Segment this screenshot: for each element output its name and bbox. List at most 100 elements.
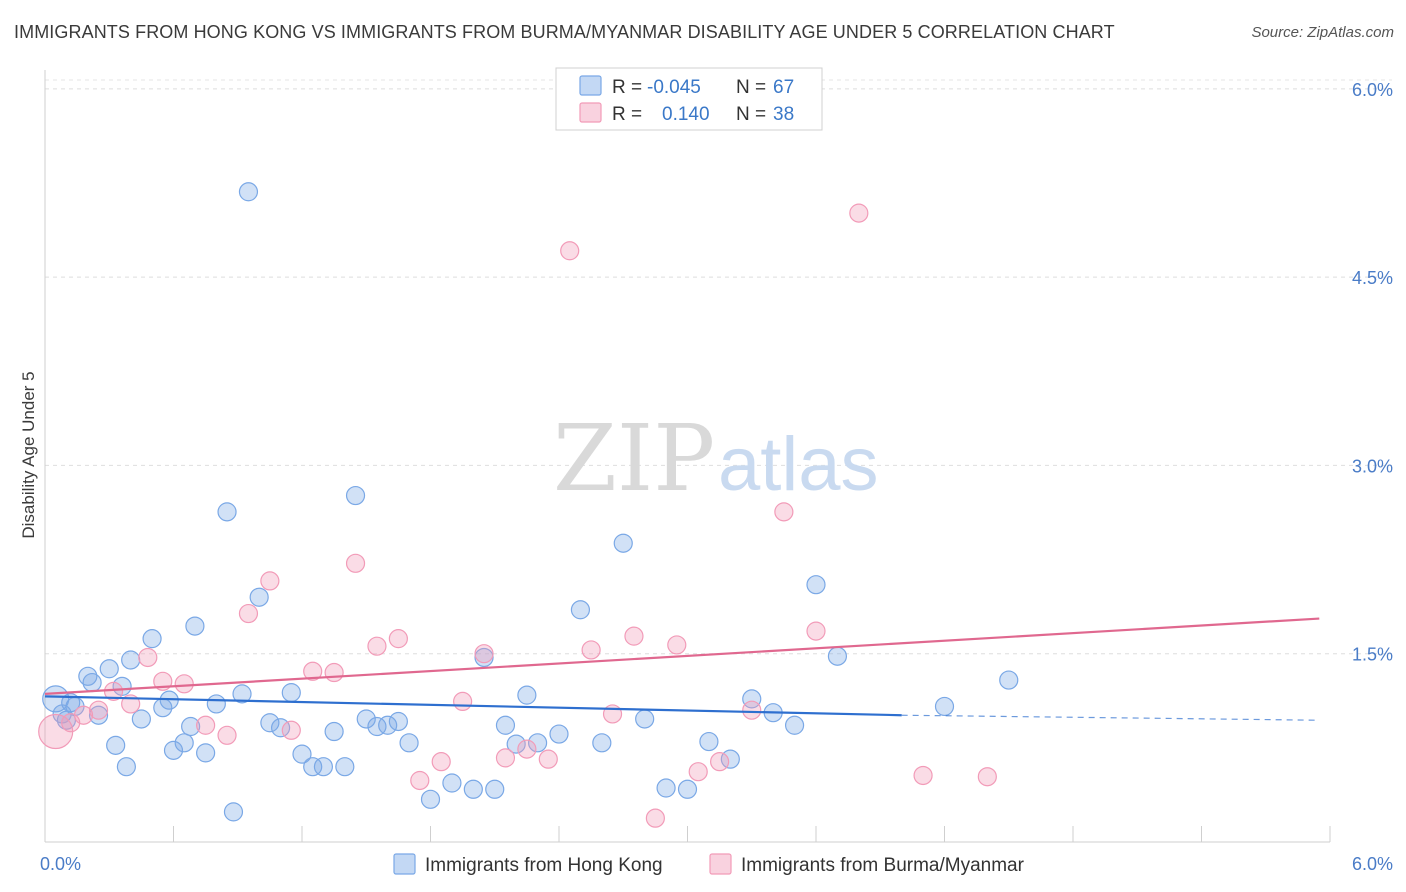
point-burma-26 <box>560 241 580 261</box>
point-hong-kong-31 <box>292 744 312 764</box>
point-burma-19 <box>410 770 430 791</box>
point-burma-14 <box>303 661 323 681</box>
point-burma-35 <box>774 502 794 522</box>
series-legend: Immigrants from Hong Kong Immigrants fro… <box>393 853 1025 876</box>
point-burma-39 <box>977 767 997 787</box>
point-burma-34 <box>742 700 762 720</box>
legend-n-value-hong-kong: 67 <box>773 77 794 98</box>
legend-r-value-hong-kong: -0.045 <box>647 77 701 98</box>
point-hong-kong-23 <box>217 502 237 522</box>
legend-swatch-hong-kong <box>579 75 602 96</box>
point-hong-kong-22 <box>206 694 226 714</box>
point-hong-kong-9 <box>106 735 126 755</box>
point-burma-30 <box>645 808 665 828</box>
point-hong-kong-51 <box>549 724 569 744</box>
legend-r-label-burma: R = <box>612 104 642 125</box>
legend-box <box>555 67 823 131</box>
point-hong-kong-50 <box>527 733 548 753</box>
chart-title: IMMIGRANTS FROM HONG KONG VS IMMIGRANTS … <box>14 22 1115 42</box>
point-hong-kong-39 <box>378 715 398 735</box>
trend-line-hong-kong <box>44 695 902 717</box>
point-burma-12 <box>260 571 280 591</box>
point-hong-kong-14 <box>142 629 162 649</box>
point-burma-38 <box>913 765 933 786</box>
legend-n-value-burma: 38 <box>773 104 794 125</box>
point-burma-32 <box>688 762 708 782</box>
point-hong-kong-6 <box>82 672 102 693</box>
point-hong-kong-54 <box>613 533 633 553</box>
point-hong-kong-27 <box>249 587 269 607</box>
point-burma-3 <box>88 700 109 720</box>
point-hong-kong-21 <box>196 743 216 763</box>
point-hong-kong-47 <box>495 715 516 735</box>
point-burma-37 <box>849 203 869 223</box>
y-axis-label: Disability Age Under 5 <box>19 371 38 538</box>
point-hong-kong-33 <box>313 757 334 777</box>
point-hong-kong-25 <box>232 684 252 704</box>
point-hong-kong-56 <box>656 778 676 798</box>
point-burma-21 <box>453 691 473 712</box>
legend-n-label-hong-kong: N = <box>736 77 766 98</box>
point-hong-kong-58 <box>699 731 719 752</box>
y-tick-label-3: 6.0% <box>1352 80 1393 100</box>
watermark-atlas: atlas <box>718 422 879 507</box>
y-tick-label-2: 4.5% <box>1352 268 1393 288</box>
point-hong-kong-52 <box>570 600 591 620</box>
point-hong-kong-46 <box>485 779 505 799</box>
point-burma-13 <box>281 720 301 740</box>
point-hong-kong-30 <box>281 683 301 703</box>
point-burma-16 <box>345 553 366 573</box>
point-burma-2 <box>73 705 94 725</box>
axes <box>44 70 1331 843</box>
point-hong-kong-7 <box>88 705 109 725</box>
point-burma-24 <box>517 739 537 759</box>
point-hong-kong-28 <box>260 713 280 733</box>
point-hong-kong-17 <box>163 740 184 760</box>
point-hong-kong-32 <box>303 757 323 777</box>
point-hong-kong-41 <box>399 733 419 753</box>
point-hong-kong-36 <box>345 485 366 506</box>
point-hong-kong-66 <box>999 670 1019 690</box>
point-burma-25 <box>538 749 558 769</box>
point-burma-20 <box>431 752 451 772</box>
point-hong-kong-60 <box>742 689 762 709</box>
point-burma-27 <box>581 640 601 660</box>
point-hong-kong-42 <box>420 789 441 809</box>
correlation-legend: R = -0.045 N = 67 R = 0.140 N = 38 <box>555 67 823 131</box>
y-tick-label-1: 3.0% <box>1352 456 1393 476</box>
point-burma-18 <box>388 629 408 649</box>
legend-r-label-hong-kong: R = <box>612 77 642 98</box>
point-burma-9 <box>196 715 216 735</box>
source-label: Source: ZipAtlas.com <box>1251 24 1394 41</box>
point-hong-kong-64 <box>827 646 848 666</box>
point-hong-kong-20 <box>185 616 205 636</box>
point-burma-23 <box>495 748 516 768</box>
point-hong-kong-65 <box>934 696 955 717</box>
point-burma-11 <box>238 603 259 624</box>
point-hong-kong-55 <box>635 709 655 729</box>
legend-n-label-burma: N = <box>736 104 766 125</box>
legend-swatch-burma <box>579 102 602 123</box>
point-hong-kong-44 <box>463 779 483 799</box>
point-hong-kong-13 <box>131 709 151 729</box>
trend-line-burma <box>44 617 1320 695</box>
point-hong-kong-48 <box>506 734 526 754</box>
series-legend-swatch-hong-kong <box>393 853 416 875</box>
point-hong-kong-57 <box>677 779 698 799</box>
point-hong-kong-8 <box>99 659 119 679</box>
point-hong-kong-49 <box>517 685 537 705</box>
point-burma-22 <box>474 644 494 664</box>
trend-lines <box>44 617 1320 721</box>
watermark-zip: ZIP <box>553 405 715 512</box>
legend-r-value-burma: 0.140 <box>662 104 710 125</box>
point-burma-8 <box>174 674 194 694</box>
y-tick-labels: 1.5% 3.0% 4.5% 6.0% <box>1352 80 1393 665</box>
point-hong-kong-26 <box>238 182 259 202</box>
grid-lines <box>45 79 1392 655</box>
point-burma-17 <box>367 636 387 656</box>
point-hong-kong-53 <box>592 733 612 753</box>
point-burma-33 <box>710 752 730 772</box>
point-hong-kong-63 <box>806 575 826 595</box>
point-burma-36 <box>806 621 826 641</box>
